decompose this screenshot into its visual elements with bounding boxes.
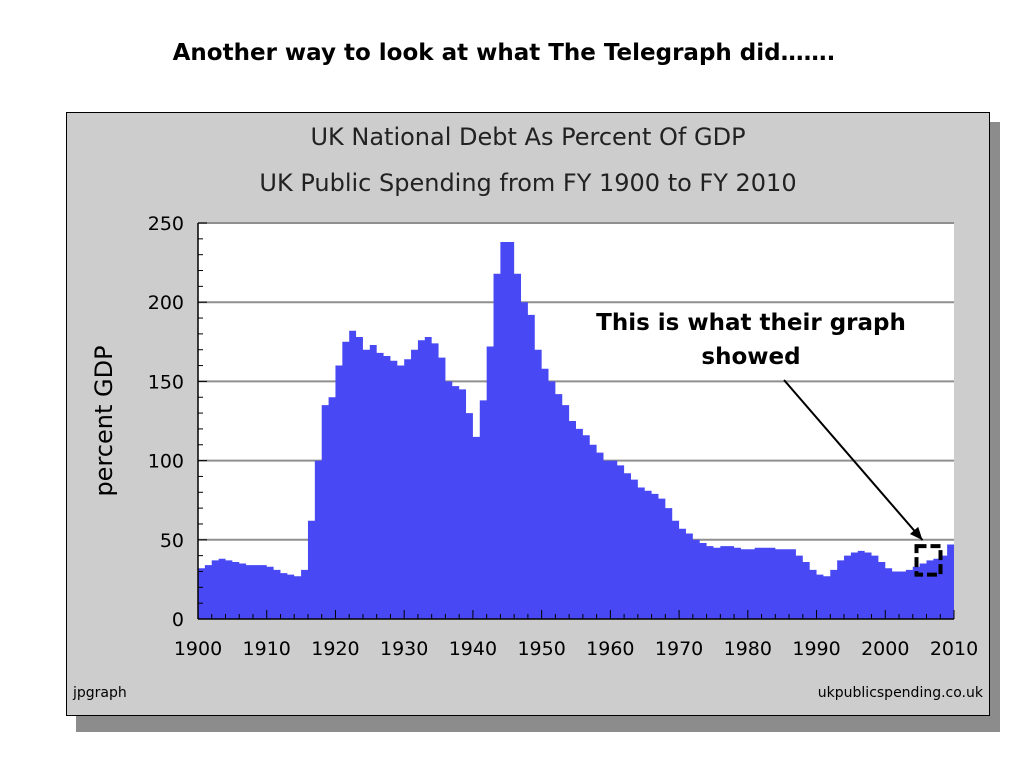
x-tick-label-1930: 1930 (380, 638, 428, 660)
y-tick-label-250: 250 (148, 213, 184, 235)
callout-line-1: This is what their graph (596, 310, 906, 336)
y-tick-label-200: 200 (148, 292, 184, 314)
x-tick-label-2000: 2000 (861, 638, 909, 660)
x-tick-label-1980: 1980 (724, 638, 772, 660)
x-tick-label-1950: 1950 (517, 638, 565, 660)
x-tick-label-1900: 1900 (174, 638, 222, 660)
x-tick-label-1970: 1970 (655, 638, 703, 660)
footer-credit: jpgraph (73, 685, 127, 701)
footer-source: ukpublicspending.co.uk (817, 685, 983, 701)
highlight-box (914, 544, 943, 577)
x-tick-label-2010: 2010 (930, 638, 978, 660)
x-tick-label-1940: 1940 (449, 638, 497, 660)
slide-title: Another way to look at what The Telegrap… (172, 40, 836, 66)
x-tick-label-1920: 1920 (311, 638, 359, 660)
callout-arrowhead (909, 526, 923, 541)
axes (197, 222, 955, 620)
x-tick-label-1960: 1960 (586, 638, 634, 660)
debt-area-series (198, 242, 954, 619)
x-tick-label-1910: 1910 (243, 638, 291, 660)
chart-title: UK National Debt As Percent Of GDP (310, 123, 746, 151)
callout-arrow (783, 379, 924, 541)
tick-labels: 0 50 100 150 200 250 1900 1910 1920 1930 1940 1950 1… (148, 213, 978, 660)
y-axis-label: percent GDP (90, 345, 118, 496)
y-tick-label-0: 0 (172, 609, 184, 631)
chart-subtitle: UK Public Spending from FY 1900 to FY 20… (259, 169, 797, 197)
y-tick-label-50: 50 (160, 530, 184, 552)
y-tick-label-100: 100 (148, 451, 184, 473)
annotation (783, 379, 943, 577)
y-tick-label-150: 150 (148, 371, 184, 393)
callout-line-2: showed (701, 344, 801, 370)
callout-text: This is what their graph showed (578, 306, 924, 374)
x-tick-label-1990: 1990 (792, 638, 840, 660)
